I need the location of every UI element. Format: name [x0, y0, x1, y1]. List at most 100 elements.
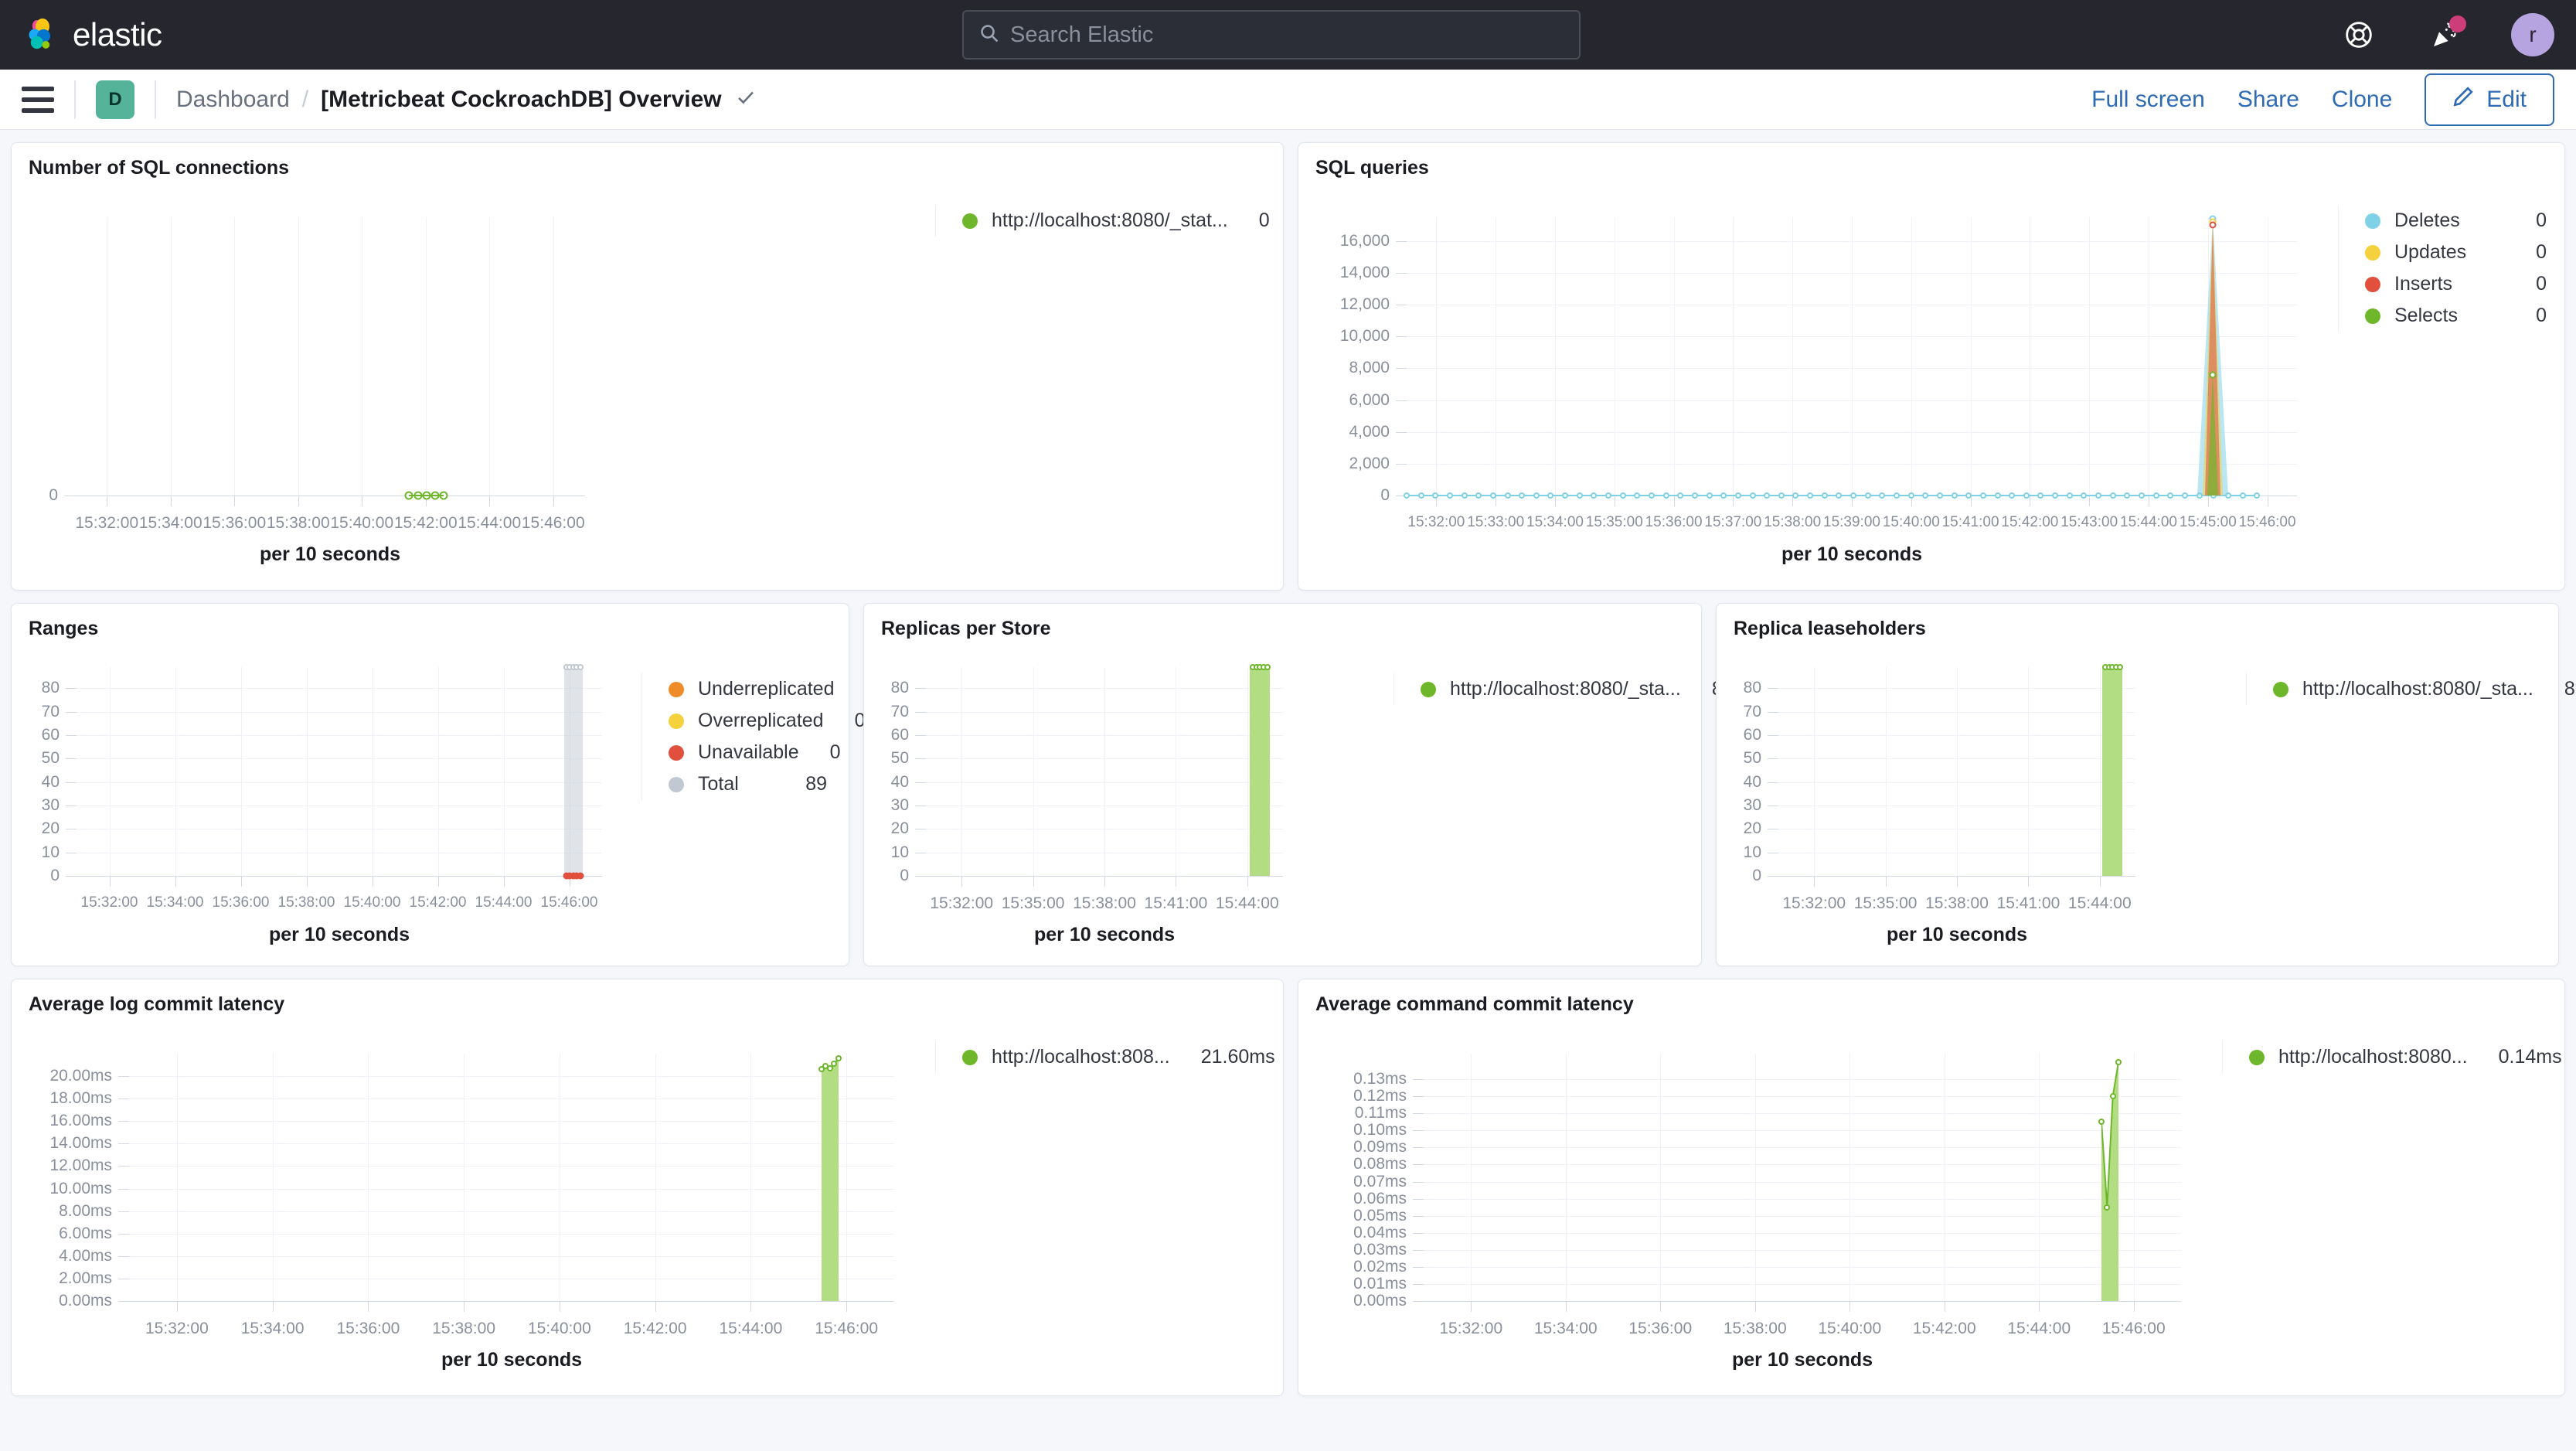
check-icon[interactable]	[736, 87, 756, 111]
global-search-box[interactable]	[962, 10, 1581, 60]
gridline	[425, 217, 427, 496]
legend-item[interactable]: Selects 0	[2365, 300, 2547, 332]
data-point	[1648, 492, 1655, 499]
chart-avg-log-commit-latency[interactable]: 0.00ms 2.00ms 4.00ms 6.00ms 8.00ms 10.00ms 12.…	[29, 1023, 917, 1386]
chart-legend: Deletes 0 Updates 0 Inserts 0 Selects 0	[2338, 205, 2554, 332]
panel-avg-command-commit-latency[interactable]: Average command commit latency 0.00ms 0.0…	[1298, 979, 2565, 1396]
gridline	[1424, 1249, 2181, 1251]
legend-item[interactable]: http://localhost:8080/_sta... 89	[1421, 673, 1734, 705]
axis-tick	[272, 1301, 274, 1312]
gridline	[77, 758, 602, 760]
clone-button[interactable]: Clone	[2331, 86, 2393, 112]
axis-tick	[915, 688, 926, 690]
share-button[interactable]: Share	[2237, 86, 2299, 112]
data-point	[2254, 492, 2261, 499]
legend-item[interactable]: http://localhost:8080/_sta... 89	[2273, 673, 2576, 705]
gridline	[750, 1054, 752, 1301]
panel-replica-leaseholders[interactable]: Replica leaseholders 0 10 20 30 40 50 60 70 80 15…	[1716, 603, 2576, 966]
y-axis-tick-label: 18.00ms	[49, 1089, 112, 1108]
axis-tick	[118, 1211, 129, 1212]
legend-item[interactable]: Deletes 0	[2365, 205, 2547, 237]
legend-item[interactable]: Overreplicated 0	[669, 705, 865, 737]
legend-item[interactable]: http://localhost:8080/_stat... 0	[962, 205, 1270, 237]
gridline	[176, 1054, 178, 1301]
hamburger-menu-icon[interactable]	[22, 86, 54, 113]
axis-tick	[437, 876, 439, 887]
panel-ranges[interactable]: Ranges 0 10 20 30 40 50 60 70 80 15:32:00 15:34:00…	[11, 603, 876, 966]
chart-ranges[interactable]: 0 10 20 30 40 50 60 70 80 15:32:00 15:34:00 15:36:0…	[29, 642, 624, 959]
data-point	[1764, 492, 1771, 499]
x-axis-title: per 10 seconds	[259, 543, 401, 565]
x-axis-line	[926, 876, 1283, 877]
user-avatar[interactable]: r	[2511, 13, 2554, 56]
gridline	[1424, 1232, 2181, 1234]
legend-color-dot	[669, 713, 684, 729]
news-badge	[2449, 15, 2466, 32]
axis-tick	[1033, 876, 1034, 887]
legend-item[interactable]: http://localhost:8080... 0.14ms	[2249, 1041, 2562, 1073]
axis-tick	[66, 688, 77, 690]
elastic-brand[interactable]: elastic	[25, 16, 162, 53]
chart-replica-leaseholders[interactable]: 0 10 20 30 40 50 60 70 80 15:32:00 15:35:00 15:38:0…	[1734, 642, 2228, 959]
life-ring-icon[interactable]	[2338, 14, 2380, 56]
panel-sql-queries[interactable]: SQL queries 0 2,000 4,000 6,000 8,000 10,000 1…	[1298, 142, 2565, 591]
x-axis-tick-label: 15:32:00	[80, 894, 138, 911]
data-point	[2239, 492, 2246, 499]
legend-item[interactable]: Unavailable 0	[669, 737, 841, 768]
x-axis-tick-label: 15:42:00	[623, 1320, 687, 1337]
gridline	[129, 1121, 894, 1122]
panel-replicas-per-store[interactable]: Replicas per Store 0 10 20 30 40 50 60 70 80 15:3…	[863, 603, 1734, 966]
data-point	[831, 1061, 838, 1068]
space-badge[interactable]: D	[96, 80, 134, 119]
panel-title: Replica leaseholders	[1734, 618, 1926, 639]
full-screen-button[interactable]: Full screen	[2091, 86, 2205, 112]
data-point	[1619, 492, 1626, 499]
y-axis-tick-label: 20	[890, 819, 909, 838]
y-axis-tick-label: 30	[41, 795, 60, 814]
axis-tick	[750, 1301, 752, 1312]
chart-replicas-per-store[interactable]: 0 10 20 30 40 50 60 70 80 15:32:00 15:35:00 15:38:0…	[881, 642, 1376, 959]
x-axis-tick-label: 15:40:00	[343, 894, 401, 911]
breadcrumb-current-dashboard[interactable]: [Metricbeat CockroachDB] Overview	[321, 86, 722, 112]
x-axis-line	[1778, 876, 2135, 877]
edit-button[interactable]: Edit	[2425, 73, 2554, 126]
legend-item[interactable]: http://localhost:808... 21.60ms	[962, 1041, 1275, 1073]
legend-item[interactable]: Total 89	[669, 768, 827, 800]
legend-item[interactable]: Updates 0	[2365, 237, 2547, 268]
gridline	[1424, 1266, 2181, 1268]
x-axis-tick-label: 15:44:00	[2067, 894, 2132, 912]
search-input[interactable]	[1010, 22, 1564, 48]
legend-item[interactable]: Underreplicated 0	[669, 673, 876, 705]
axis-tick	[66, 758, 77, 760]
gridline	[503, 667, 505, 876]
party-popper-icon[interactable]	[2425, 14, 2466, 56]
chart-avg-command-commit-latency[interactable]: 0.00ms 0.01ms 0.02ms 0.03ms 0.04ms 0.05ms 0.06…	[1315, 1023, 2204, 1386]
axis-tick	[489, 496, 491, 506]
chart-sql-connections[interactable]: 0 15:32:00 15:34:00 15:36:00 15:38:00 15:40:0…	[29, 186, 917, 581]
axis-tick	[66, 782, 77, 783]
data-point	[1836, 492, 1843, 499]
data-point	[1519, 492, 1526, 499]
x-axis-tick-label: 15:36:00	[1628, 1320, 1693, 1337]
x-axis-tick-label: 15:42:00	[409, 894, 467, 911]
gridline	[2039, 1054, 2040, 1301]
axis-tick	[175, 876, 176, 887]
axis-tick	[1396, 400, 1407, 401]
legend-color-dot	[2365, 276, 2380, 292]
data-point	[1734, 492, 1741, 499]
panel-avg-log-commit-latency[interactable]: Average log commit latency 0.00ms 2.00ms 4…	[11, 979, 1284, 1396]
gridline	[1424, 1079, 2181, 1081]
legend-label: Updates	[2394, 241, 2467, 263]
legend-item[interactable]: Inserts 0	[2365, 268, 2547, 300]
x-axis-tick-label: 15:44:00	[2007, 1320, 2071, 1337]
breadcrumb-dashboard[interactable]: Dashboard	[176, 86, 290, 112]
data-point	[2167, 492, 2174, 499]
x-axis-tick-label: 15:42:00	[393, 514, 458, 532]
panel-sql-connections[interactable]: Number of SQL connections 0 15:32:00 15:34…	[11, 142, 1284, 591]
chart-sql-queries[interactable]: 0 2,000 4,000 6,000 8,000 10,000 12,000 14,000 1…	[1315, 186, 2320, 581]
data-point	[1264, 664, 1271, 670]
legend-color-dot	[2365, 244, 2380, 261]
legend-label: http://localhost:808...	[992, 1046, 1170, 1068]
y-axis-tick-label: 20.00ms	[49, 1067, 112, 1085]
data-point	[1591, 492, 1598, 499]
